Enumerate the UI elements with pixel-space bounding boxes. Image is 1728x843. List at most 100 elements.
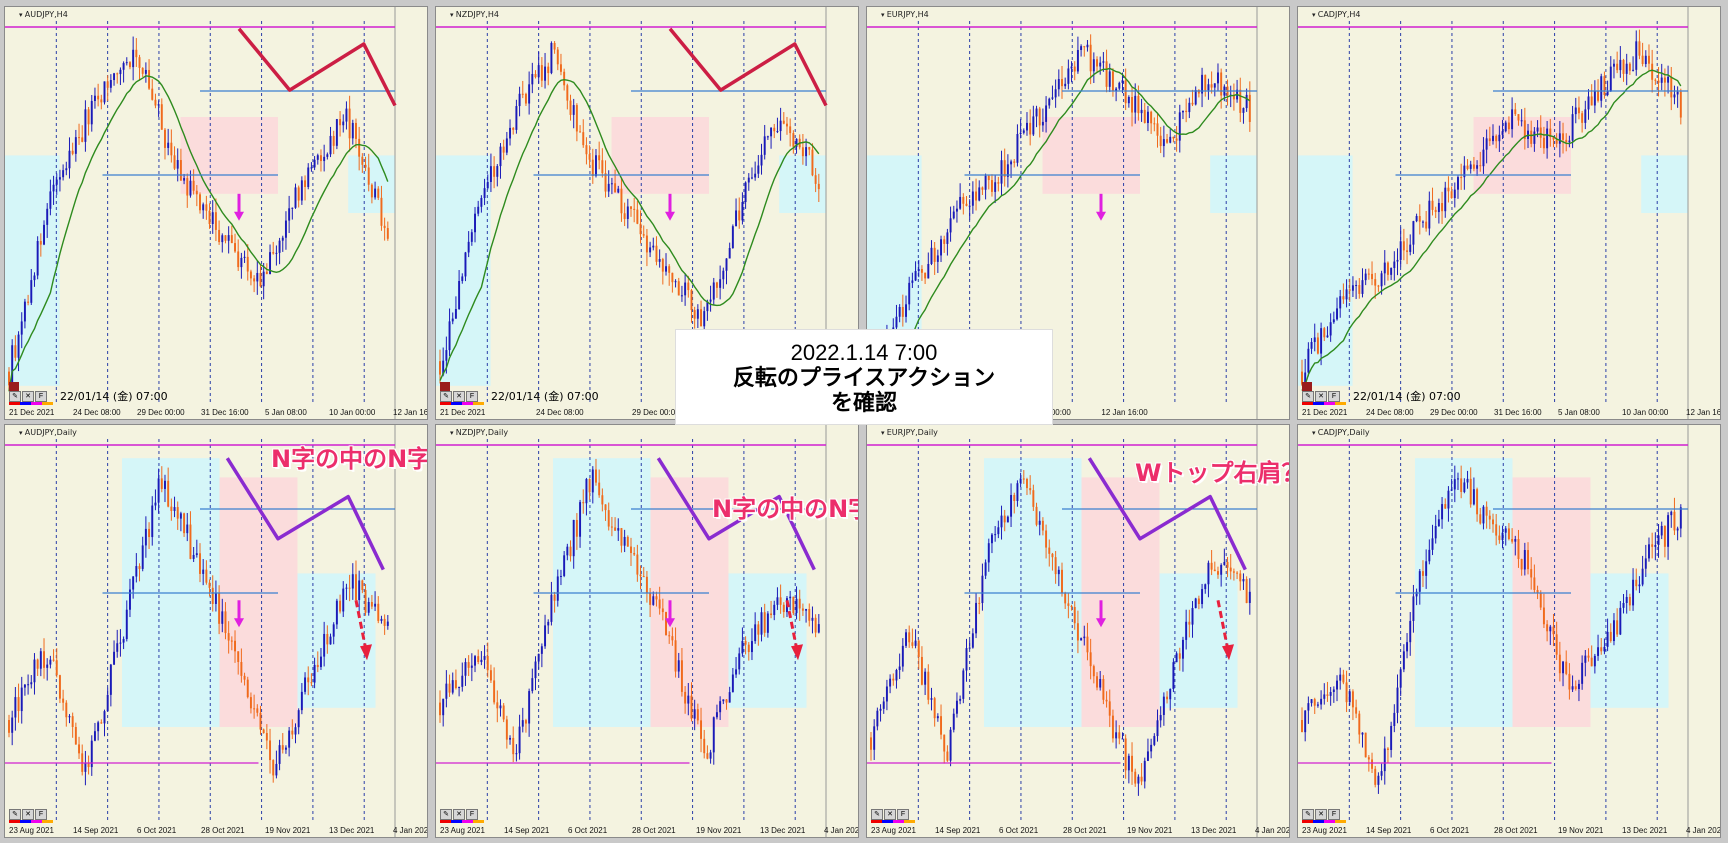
chart-panel-cadjpy-h4[interactable]: CADJPY,H4 ✎✕F 22/01/14 (金) 07:00 21 Dec … — [1297, 6, 1721, 420]
candle-body — [1593, 91, 1596, 106]
candle-body — [1339, 296, 1342, 309]
chart-panel-audjpy-daily[interactable]: AUDJPY,Daily ✎✕F 23 Aug 2021 14 Sep 2021 6… — [4, 424, 428, 838]
candle-body — [1577, 107, 1580, 114]
close-icon[interactable]: ✕ — [453, 391, 465, 402]
candle-body — [512, 127, 515, 130]
f-icon[interactable]: F — [35, 391, 47, 402]
chart-toolbar: ✎ ✕ F — [9, 809, 47, 820]
time-axis-label: 13 Dec 2021 — [760, 826, 806, 835]
f-icon[interactable]: F — [1328, 391, 1340, 402]
candle-body — [709, 752, 712, 759]
chart-panel-eurjpy-daily[interactable]: EURJPY,Daily ✎✕F 23 Aug 2021 14 Sep 2021 6… — [866, 424, 1290, 838]
candle-body — [454, 309, 457, 319]
pen-icon[interactable]: ✎ — [871, 809, 883, 820]
close-icon[interactable]: ✕ — [1315, 809, 1327, 820]
candle-body — [1089, 44, 1092, 72]
chart-toolbar: ✎ ✕ F — [440, 391, 478, 402]
candle-body — [1511, 539, 1514, 542]
candle-body — [786, 123, 788, 127]
close-icon[interactable]: ✕ — [22, 809, 34, 820]
candle-body — [792, 133, 795, 147]
chart-panel-nzdjpy-daily[interactable]: NZDJPY,Daily ✎✕F 23 Aug 2021 14 Sep 2021 6… — [435, 424, 859, 838]
candle-body — [1498, 535, 1501, 541]
candle-body — [1622, 602, 1625, 608]
candle-body — [776, 131, 779, 133]
candle-body — [1131, 96, 1134, 113]
close-icon[interactable]: ✕ — [453, 809, 465, 820]
candle-body — [294, 187, 297, 208]
candle-body — [509, 127, 512, 139]
f-icon[interactable]: F — [466, 809, 478, 820]
pen-icon[interactable]: ✎ — [440, 809, 452, 820]
candle-body — [639, 574, 642, 577]
candle-body — [173, 507, 176, 511]
candle-body — [569, 546, 572, 557]
candle-body — [326, 633, 329, 645]
candle-body — [537, 65, 540, 78]
candle-body — [1115, 88, 1118, 91]
candle-body — [1364, 273, 1367, 281]
candle-body — [1115, 732, 1118, 739]
candle-body — [132, 576, 135, 590]
f-icon[interactable]: F — [897, 809, 909, 820]
chart-panel-cadjpy-daily[interactable]: CADJPY,Daily ✎✕F 23 Aug 2021 14 Sep 2021 6… — [1297, 424, 1721, 838]
candle-body — [370, 184, 373, 198]
candle-body — [342, 121, 345, 126]
time-axis-label: 19 Nov 2021 — [696, 826, 742, 835]
candle-body — [62, 698, 65, 703]
candle-body — [1654, 544, 1657, 547]
f-icon[interactable]: F — [35, 809, 47, 820]
chart-toolbar: ✎ ✕ F — [1302, 809, 1340, 820]
close-icon[interactable]: ✕ — [22, 391, 34, 402]
close-icon[interactable]: ✕ — [1315, 391, 1327, 402]
candle-body — [458, 281, 461, 310]
candle-body — [630, 546, 632, 554]
panel-title: NZDJPY,H4 — [450, 10, 499, 19]
candle-body — [722, 270, 725, 280]
zone-box — [728, 573, 807, 708]
candle-body — [199, 553, 201, 574]
candle-body — [1488, 138, 1491, 142]
chart-panel-audjpy-h4[interactable]: AUDJPY,H4 ✎✕F 22/01/14 (金) 07:00 21 Dec … — [4, 6, 428, 420]
pen-icon[interactable]: ✎ — [9, 391, 21, 402]
candle-body — [1447, 187, 1450, 192]
f-icon[interactable]: F — [1328, 809, 1340, 820]
candle-body — [1242, 579, 1245, 582]
candle-body — [348, 108, 351, 139]
candle-body — [74, 727, 77, 745]
candle-body — [582, 132, 585, 146]
candle-body — [339, 119, 342, 126]
candle-body — [715, 712, 718, 718]
pen-icon[interactable]: ✎ — [1302, 391, 1314, 402]
candle-body — [1172, 136, 1175, 139]
candle-body — [509, 737, 512, 740]
pen-icon[interactable]: ✎ — [9, 809, 21, 820]
candle-body — [728, 692, 731, 703]
candle-body — [439, 361, 441, 375]
candle-body — [1482, 506, 1485, 524]
zigzag-line — [668, 27, 828, 107]
candle-body — [978, 187, 981, 201]
candle-body — [693, 310, 696, 319]
candle-body — [30, 280, 33, 303]
candle-body — [801, 147, 804, 157]
candle-body — [367, 601, 370, 613]
f-icon[interactable]: F — [466, 391, 478, 402]
zone-box — [1473, 117, 1571, 194]
close-icon[interactable]: ✕ — [884, 809, 896, 820]
candle-body — [106, 81, 109, 88]
candle-body — [776, 597, 779, 605]
candle-body — [1137, 95, 1140, 114]
time-axis-label: 13 Dec 2021 — [1622, 826, 1668, 835]
pen-icon[interactable]: ✎ — [1302, 809, 1314, 820]
candle-body — [626, 536, 629, 547]
candle-body — [1038, 108, 1041, 126]
pen-icon[interactable]: ✎ — [440, 391, 452, 402]
candle-body — [607, 510, 610, 527]
candle-body — [661, 608, 664, 613]
candle-body — [898, 666, 901, 670]
candle-body — [1571, 114, 1574, 141]
candle-body — [132, 49, 135, 68]
candle-body — [1073, 66, 1076, 72]
candle-body — [1431, 538, 1434, 550]
